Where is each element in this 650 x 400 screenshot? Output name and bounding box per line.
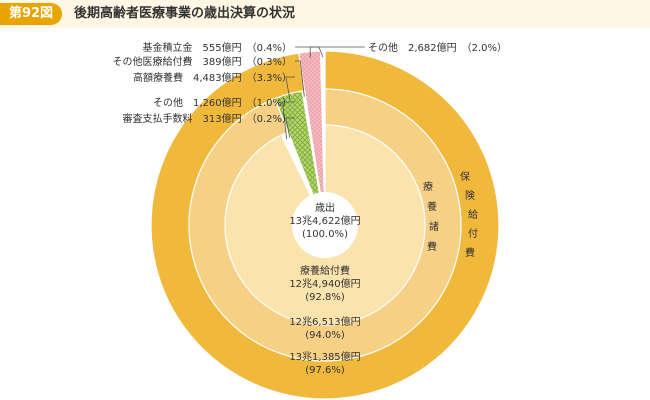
figure-header: 第92図 後期高齢者医療事業の歳出決算の状況 (0, 0, 650, 28)
center-value: 13兆4,622億円 (289, 214, 360, 227)
middle-ring-title-char: 養 (427, 200, 437, 213)
center-hole (292, 192, 358, 258)
outer-main-value: 13兆1,385億円 (289, 350, 360, 363)
outer-ring-title-char: 付 (468, 227, 478, 240)
callout-leader-1 (295, 60, 305, 97)
center-label: 歳出 (315, 201, 335, 214)
callout-label-5: その他 2,682億円 （2.0%） (368, 41, 507, 54)
callout-label-2: 高額療養費 4,483億円 （3.3%） (133, 71, 292, 84)
outer-main-percent: (97.6%) (305, 365, 345, 376)
callout-leader-3 (282, 101, 295, 140)
outer-ring-title-char: 給 (468, 208, 478, 221)
callout-label-0: 基金積立金 555億円 （0.4%） (143, 41, 293, 54)
figure-number-badge: 第92図 (0, 3, 62, 25)
middle-ring-title-char: 諸 (429, 220, 439, 233)
callout-label-3: その他 1,260億円 （1.0%） (153, 96, 292, 109)
callout-leader-2 (285, 76, 295, 100)
callout-label-4: 審査支払手数料 313億円 （0.2%） (123, 112, 293, 125)
middle-ring-title-char: 費 (427, 240, 437, 253)
inner-main-value: 12兆4,940億円 (289, 277, 360, 290)
callout-leader-5 (309, 46, 365, 58)
callout-label-1: その他医療給付費 389億円 （0.3%） (113, 55, 293, 68)
callout-leader-4 (285, 117, 295, 138)
figure-title: 後期高齢者医療事業の歳出決算の状況 (74, 6, 296, 21)
middle-main-value: 12兆6,513億円 (289, 315, 360, 328)
outer-ring-title-char: 険 (465, 190, 475, 202)
middle-ring-title-char: 療 (423, 180, 433, 193)
center-percent: (100.0%) (302, 229, 348, 240)
inner-main-label: 療養給付費 (300, 264, 350, 277)
middle-main-percent: (94.0%) (305, 330, 345, 341)
outer-ring-title-char: 保 (460, 170, 470, 183)
inner-main-percent: (92.8%) (305, 292, 345, 303)
outer-ring-title-char: 費 (465, 246, 475, 259)
